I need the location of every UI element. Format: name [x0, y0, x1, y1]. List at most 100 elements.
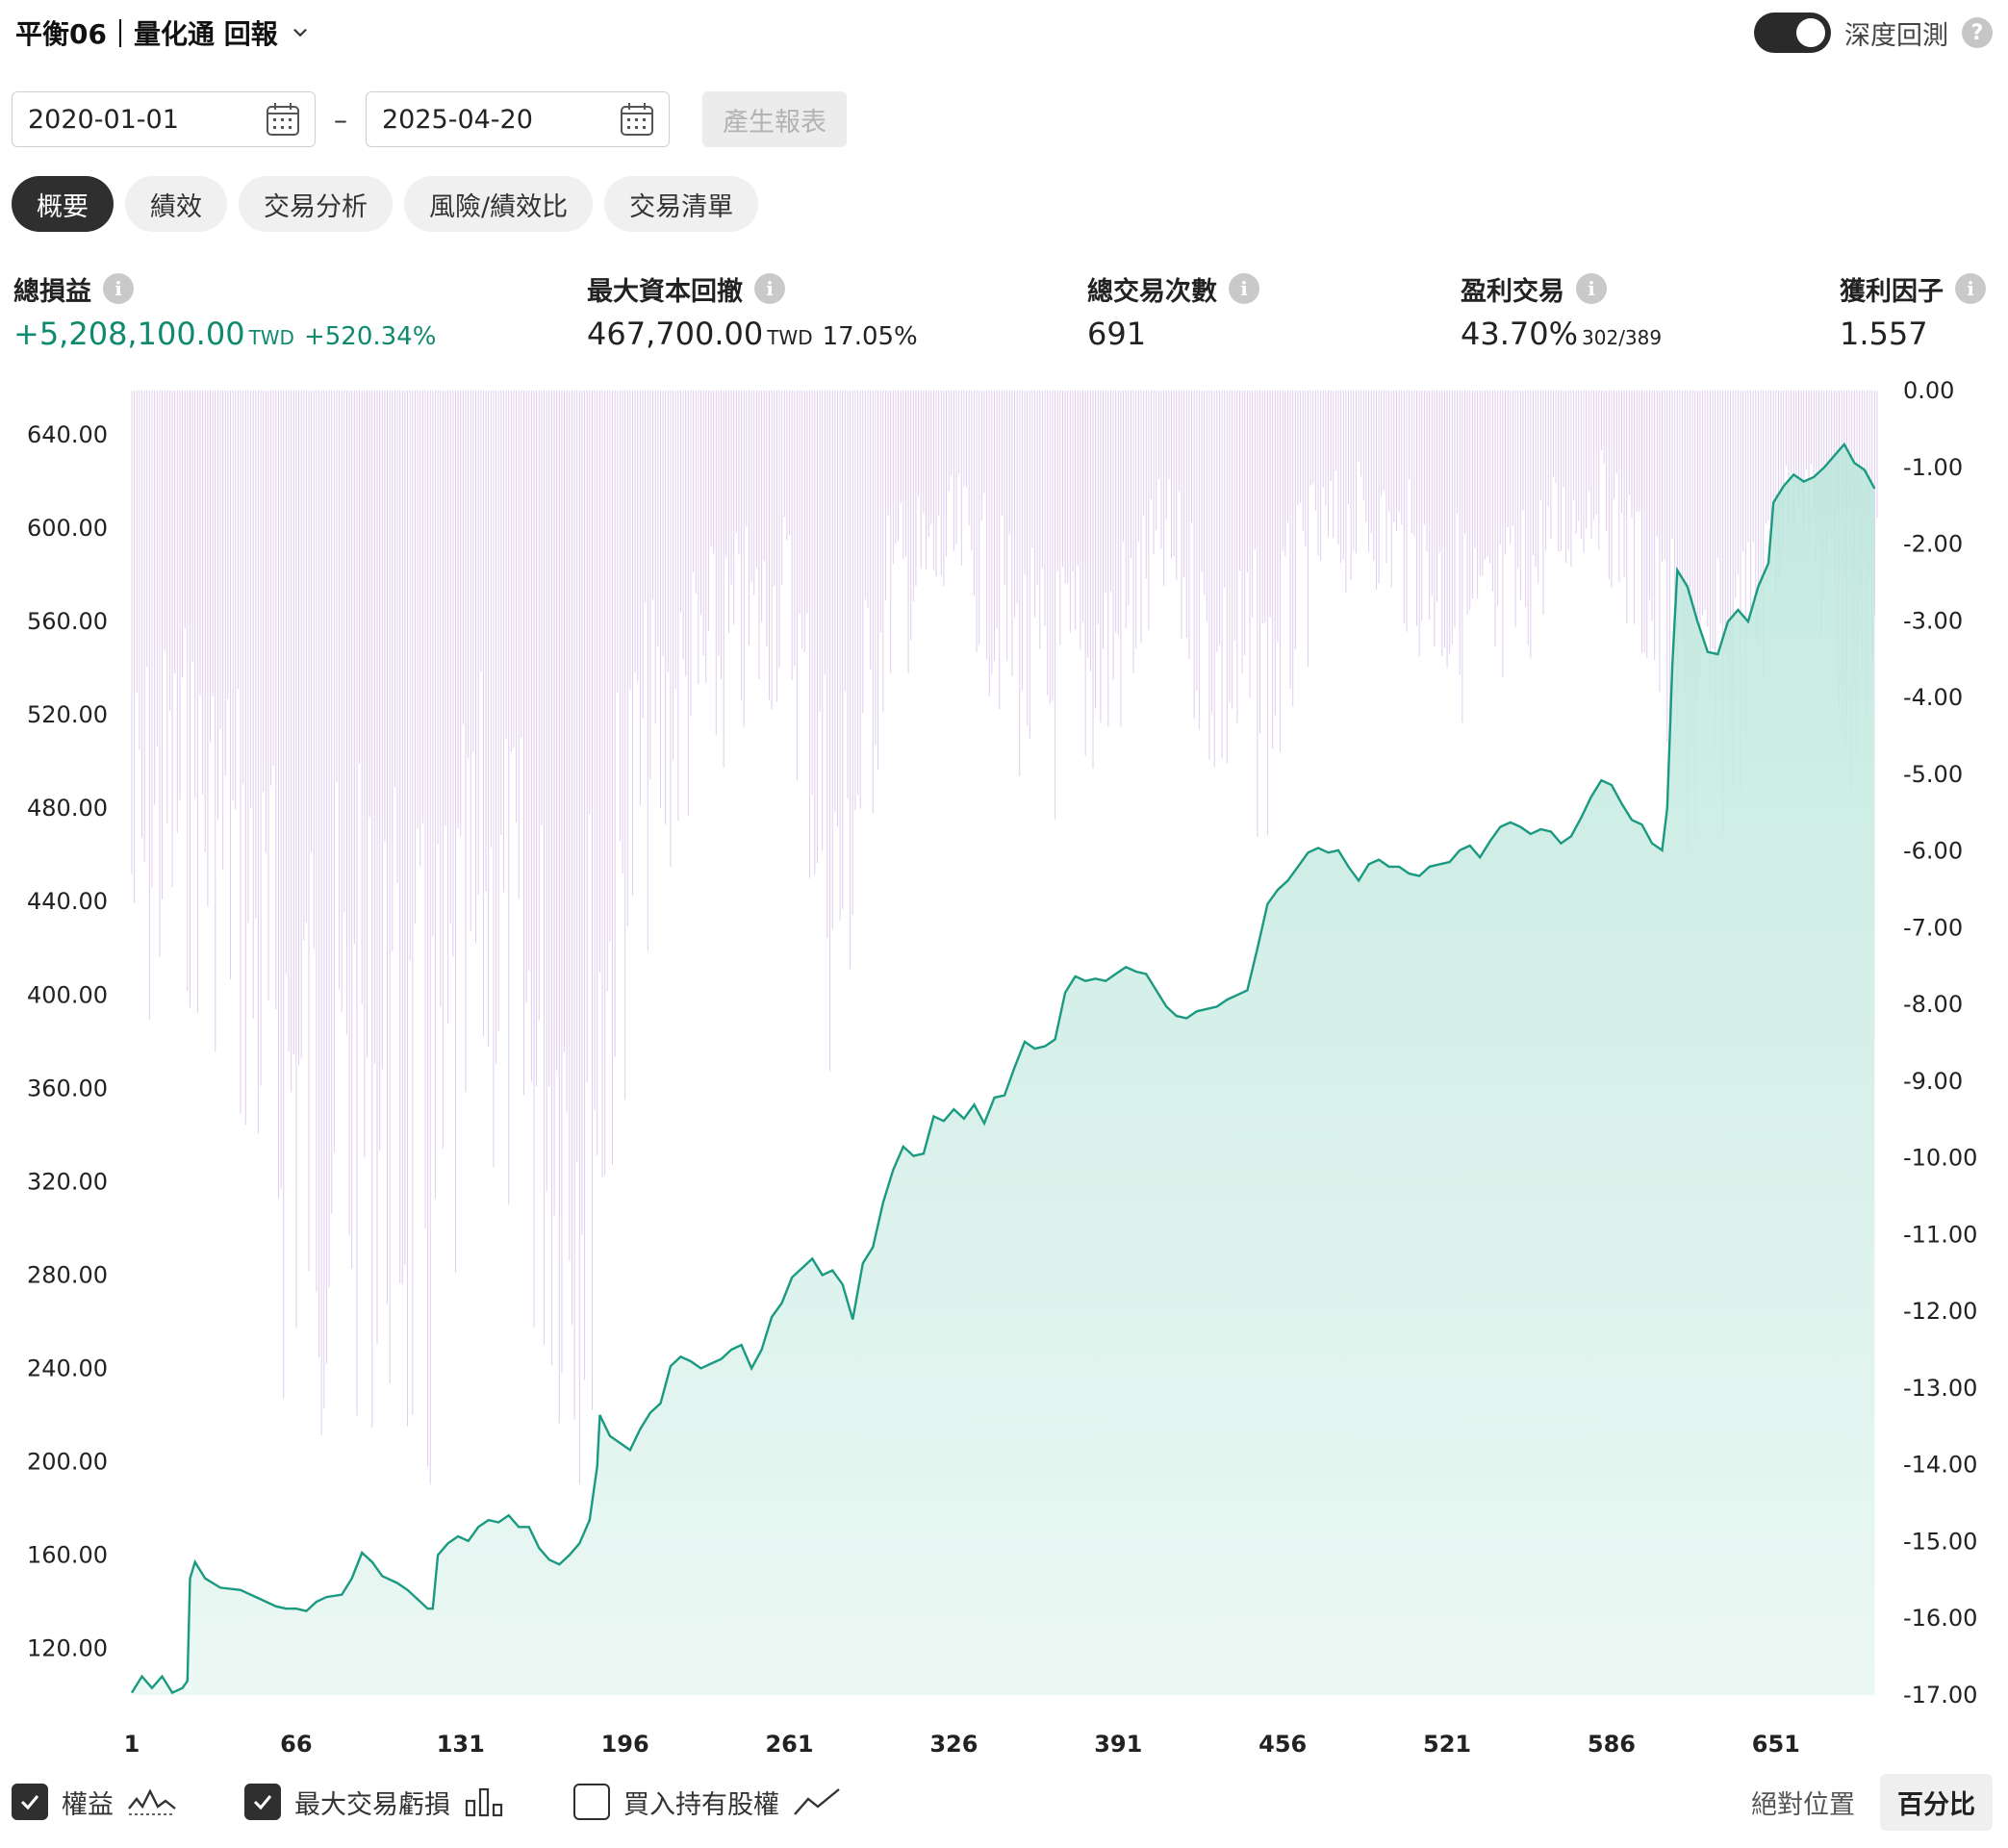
equity-line-icon	[128, 1788, 176, 1815]
y-right-tick-label: -11.00	[1903, 1221, 1977, 1248]
y-right-tick-label: -6.00	[1903, 838, 1963, 865]
y-left-tick-label: 640.00	[27, 421, 108, 448]
y-right-tick-label: -9.00	[1903, 1068, 1963, 1095]
max-loss-checkbox[interactable]	[244, 1784, 281, 1820]
info-icon[interactable]: i	[1229, 273, 1259, 304]
y-right-tick-label: -4.00	[1903, 684, 1963, 711]
stat-pct: 17.05%	[822, 322, 918, 351]
chevron-down-icon[interactable]	[290, 22, 311, 43]
stat-pct: +520.34%	[303, 322, 437, 351]
x-axis: 1 66 131 196 261 326 391 456 521 586 651	[124, 1731, 1800, 1758]
legend-max-loss[interactable]: 最大交易虧損	[244, 1784, 506, 1821]
stat-win-trades: 盈利交易 i 43.70% 302/389	[1461, 269, 1662, 352]
y-left-tick-label: 240.00	[27, 1354, 108, 1381]
y-left-tick-label: 560.00	[27, 608, 108, 635]
x-tick-label: 326	[929, 1731, 978, 1758]
deep-backtest-control: 深度回測 ?	[1754, 12, 1993, 54]
date-range-row: – 產生報表	[12, 91, 847, 147]
y-right-tick-label: -15.00	[1903, 1528, 1977, 1555]
stat-unit: TWD	[248, 326, 294, 349]
stat-label: 總損益	[13, 276, 91, 307]
series-legend: 權益 最大交易虧損 買入持有股權	[12, 1778, 908, 1826]
stat-label: 獲利因子	[1840, 276, 1944, 307]
stat-value: +5,208,100.00	[13, 316, 245, 352]
tab-risk-ratio[interactable]: 風險/績效比	[404, 176, 594, 232]
start-date-field[interactable]	[12, 91, 316, 147]
tab-trade-analysis[interactable]: 交易分析	[239, 176, 393, 232]
info-icon[interactable]: i	[754, 273, 785, 304]
x-tick-label: 1	[124, 1731, 140, 1758]
legend-buy-hold[interactable]: 買入持有股權	[573, 1784, 841, 1821]
absolute-mode-option[interactable]: 絕對位置	[1751, 1790, 1855, 1820]
y-left-tick-label: 520.00	[27, 701, 108, 728]
x-tick-label: 391	[1094, 1731, 1142, 1758]
help-icon[interactable]: ?	[1962, 17, 1993, 48]
x-tick-label: 456	[1258, 1731, 1307, 1758]
x-tick-label: 261	[765, 1731, 813, 1758]
y-right-tick-label: -17.00	[1903, 1682, 1977, 1709]
right-axis: 0.00 -1.00 -2.00 -3.00 -4.00 -5.00 -6.00 -7.00 -…	[1903, 377, 1977, 1709]
y-right-tick-label: -13.00	[1903, 1375, 1977, 1402]
equity-checkbox[interactable]	[12, 1784, 48, 1820]
percent-mode-option[interactable]: 百分比	[1880, 1774, 1993, 1831]
stat-label: 總交易次數	[1087, 276, 1217, 307]
y-right-tick-label: -7.00	[1903, 914, 1963, 941]
report-header[interactable]: 平衡06｜量化通 回報	[15, 12, 311, 54]
legend-equity[interactable]: 權益	[12, 1784, 177, 1821]
y-right-tick-label: -14.00	[1903, 1452, 1977, 1479]
calendar-icon[interactable]	[619, 101, 655, 138]
deep-backtest-toggle[interactable]	[1754, 13, 1831, 53]
buy-hold-checkbox[interactable]	[573, 1784, 610, 1820]
y-right-tick-label: -8.00	[1903, 991, 1963, 1018]
bar-chart-icon	[465, 1787, 503, 1817]
date-separator: –	[334, 103, 347, 136]
equity-chart[interactable]: 640.00 600.00 560.00 520.00 480.00 440.00 400.…	[0, 375, 2008, 1780]
info-icon[interactable]: i	[1576, 273, 1607, 304]
calendar-icon[interactable]	[265, 101, 301, 138]
y-left-tick-label: 160.00	[27, 1541, 108, 1568]
stat-label: 最大資本回撤	[587, 276, 743, 307]
y-left-tick-label: 440.00	[27, 888, 108, 915]
y-left-tick-label: 600.00	[27, 515, 108, 542]
y-right-tick-label: -1.00	[1903, 454, 1963, 481]
info-icon[interactable]: i	[103, 273, 134, 304]
line-chart-icon	[794, 1788, 840, 1815]
stat-ratio: 302/389	[1582, 326, 1663, 349]
generate-report-button[interactable]: 產生報表	[702, 91, 847, 147]
scale-mode-switch: 絕對位置 百分比	[1751, 1774, 1993, 1831]
equity-area	[132, 443, 1875, 1695]
y-right-tick-label: 0.00	[1903, 377, 1954, 404]
x-tick-label: 66	[280, 1731, 312, 1758]
y-right-tick-label: -3.00	[1903, 607, 1963, 634]
tab-performance[interactable]: 績效	[125, 176, 227, 232]
y-left-tick-label: 120.00	[27, 1634, 108, 1661]
drawdown-bars	[131, 391, 1878, 1485]
end-date-field[interactable]	[366, 91, 670, 147]
legend-label: 最大交易虧損	[294, 1789, 450, 1820]
report-title: 平衡06｜量化通 回報	[15, 18, 278, 50]
report-tabs: 概要 績效 交易分析 風險/績效比 交易清單	[12, 176, 759, 232]
y-left-tick-label: 480.00	[27, 795, 108, 822]
y-left-tick-label: 200.00	[27, 1448, 108, 1475]
x-tick-label: 521	[1423, 1731, 1471, 1758]
legend-label: 買入持有股權	[623, 1789, 779, 1820]
y-right-tick-label: -12.00	[1903, 1298, 1977, 1325]
y-right-tick-label: -10.00	[1903, 1145, 1977, 1172]
y-left-tick-label: 360.00	[27, 1075, 108, 1101]
stat-profit-factor: 獲利因子 i 1.557	[1840, 269, 1986, 352]
start-date-input[interactable]	[28, 104, 249, 135]
stat-label: 盈利交易	[1461, 276, 1564, 307]
tab-trade-list[interactable]: 交易清單	[604, 176, 759, 232]
end-date-input[interactable]	[382, 104, 603, 135]
info-icon[interactable]: i	[1955, 273, 1986, 304]
x-tick-label: 651	[1752, 1731, 1800, 1758]
y-left-tick-label: 400.00	[27, 981, 108, 1008]
stat-unit: TWD	[767, 326, 813, 349]
deep-backtest-label: 深度回測	[1844, 20, 1948, 51]
toggle-knob	[1796, 18, 1825, 47]
tab-overview[interactable]: 概要	[12, 176, 114, 232]
stat-value: 467,700.00	[587, 316, 764, 352]
stat-total-pnl: 總損益 i +5,208,100.00 TWD +520.34%	[13, 269, 436, 352]
stat-value: 691	[1087, 316, 1147, 352]
x-tick-label: 196	[601, 1731, 649, 1758]
